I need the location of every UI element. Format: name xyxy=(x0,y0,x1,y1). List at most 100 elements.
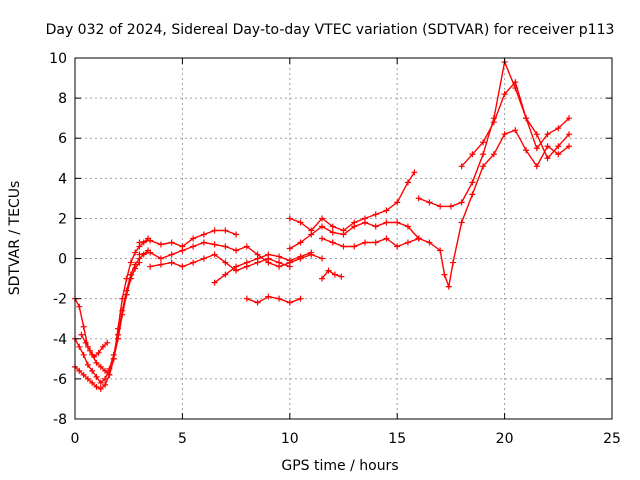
data-point xyxy=(555,151,562,158)
data-point xyxy=(211,241,218,248)
data-point xyxy=(114,335,121,342)
data-point xyxy=(243,243,250,250)
data-point xyxy=(190,259,197,266)
data-point xyxy=(480,151,487,158)
data-point xyxy=(372,239,379,246)
data-point xyxy=(91,353,98,360)
data-point xyxy=(222,227,229,234)
data-point xyxy=(447,203,454,210)
y-tick-label: 2 xyxy=(58,211,67,227)
x-axis-label: GPS time / hours xyxy=(281,458,398,474)
data-point xyxy=(136,259,143,266)
series-line xyxy=(289,171,415,232)
series-line xyxy=(321,237,419,248)
data-point xyxy=(426,239,433,246)
data-point xyxy=(469,179,476,186)
data-point xyxy=(78,331,85,338)
data-point xyxy=(544,143,551,150)
data-point xyxy=(533,131,540,138)
data-point xyxy=(319,223,326,230)
data-point xyxy=(566,143,573,150)
data-point xyxy=(340,243,347,250)
data-point xyxy=(97,379,104,386)
series xyxy=(319,267,345,282)
series-line xyxy=(139,229,237,248)
data-point xyxy=(136,239,143,246)
data-point xyxy=(104,339,111,346)
data-point xyxy=(93,359,100,366)
data-point xyxy=(147,237,154,244)
data-point xyxy=(168,239,175,246)
series xyxy=(458,79,573,170)
data-point xyxy=(211,227,218,234)
data-point xyxy=(286,299,293,306)
x-tick-label: 25 xyxy=(603,431,621,447)
axis-ticks xyxy=(74,57,613,420)
data-point xyxy=(76,367,83,374)
x-tick-label: 15 xyxy=(388,431,406,447)
data-point xyxy=(200,255,207,262)
data-point xyxy=(102,367,109,374)
series-line xyxy=(214,251,312,284)
data-point xyxy=(93,383,100,390)
data-point xyxy=(338,273,345,280)
x-tick-label: 0 xyxy=(71,431,80,447)
data-point xyxy=(97,385,104,392)
data-point xyxy=(361,239,368,246)
series-line xyxy=(246,295,301,304)
series xyxy=(415,127,573,290)
x-tick-label: 10 xyxy=(281,431,299,447)
x-tick-label: 20 xyxy=(496,431,514,447)
data-point xyxy=(383,219,390,226)
data-point xyxy=(147,249,154,256)
data-point xyxy=(411,169,418,176)
data-point xyxy=(544,131,551,138)
data-point xyxy=(331,271,338,278)
data-point xyxy=(297,253,304,260)
data-point xyxy=(383,235,390,242)
data-point xyxy=(200,231,207,238)
y-tick-labels: -8 -6 -4 -2 0 2 4 6 8 10 xyxy=(49,51,67,428)
data-point xyxy=(544,155,551,162)
data-point xyxy=(490,151,497,158)
data-point xyxy=(394,219,401,226)
y-tick-label: -6 xyxy=(53,372,67,388)
data-point xyxy=(119,311,126,318)
data-point xyxy=(297,219,304,226)
data-point xyxy=(233,231,240,238)
series xyxy=(136,227,240,250)
y-tick-label: -2 xyxy=(53,292,67,308)
data-point xyxy=(480,163,487,170)
series-line xyxy=(74,262,140,390)
series xyxy=(319,235,422,250)
data-point xyxy=(319,215,326,222)
y-tick-label: 8 xyxy=(58,91,67,107)
data-point xyxy=(276,259,283,266)
data-point xyxy=(437,247,444,254)
series xyxy=(72,259,143,392)
data-point xyxy=(372,211,379,218)
data-point xyxy=(179,263,186,270)
data-point xyxy=(211,251,218,258)
data-point xyxy=(179,247,186,254)
y-tick-label: 10 xyxy=(49,51,67,67)
series xyxy=(243,293,304,306)
series xyxy=(78,331,111,360)
data-point xyxy=(127,275,134,282)
data-point xyxy=(80,351,87,358)
data-point xyxy=(566,115,573,122)
chart-title: Day 032 of 2024, Sidereal Day-to-day VTE… xyxy=(46,22,615,38)
data-point xyxy=(123,291,130,298)
data-point xyxy=(97,363,104,370)
series xyxy=(415,59,573,210)
data-point xyxy=(84,375,91,382)
data-point xyxy=(286,215,293,222)
data-point xyxy=(469,191,476,198)
series-line xyxy=(139,241,323,268)
data-point xyxy=(566,131,573,138)
data-point xyxy=(233,247,240,254)
data-point xyxy=(351,243,358,250)
data-point xyxy=(127,259,134,266)
data-point xyxy=(265,251,272,258)
data-point xyxy=(286,263,293,270)
